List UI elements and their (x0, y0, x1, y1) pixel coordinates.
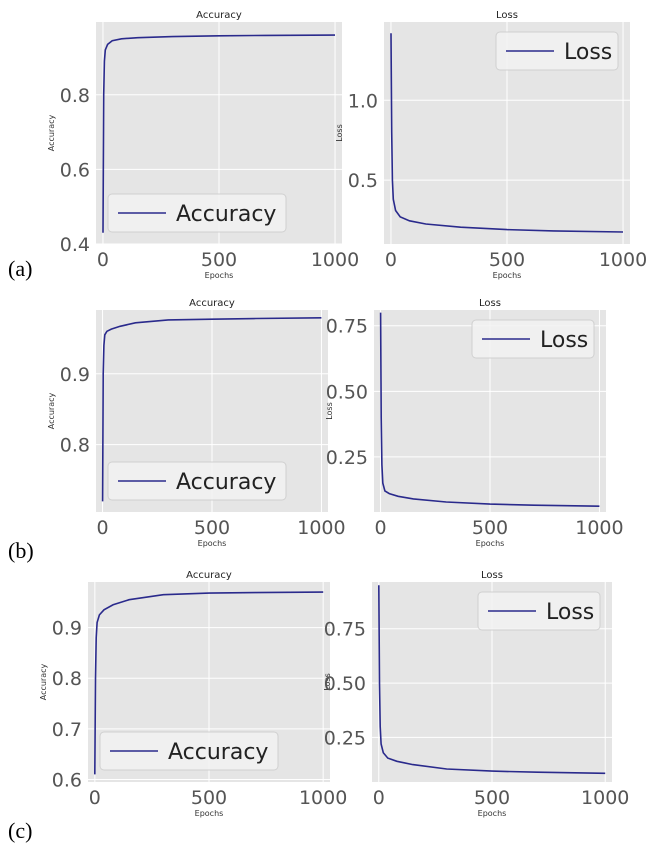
legend-box (107, 193, 287, 233)
y-tick-label: 0.25 (324, 727, 366, 749)
row-label-a: (a) (8, 256, 32, 281)
series-line-loss (379, 312, 600, 507)
chart-panel-4: Loss Epochs Loss 0 500 1000 0.25 0.50 0.75 Loss (325, 298, 624, 548)
legend-label: Accuracy (176, 470, 276, 495)
y-tick-label: 0.25 (326, 447, 368, 469)
y-tick-label: 1.0 (348, 90, 378, 112)
legend-label: Loss (564, 40, 612, 65)
chart-title: Accuracy (189, 298, 235, 309)
x-axis-label: Epochs (195, 809, 224, 818)
y-axis-label: Accuracy (47, 392, 56, 429)
x-tick-label: 0 (385, 249, 397, 271)
x-axis-label: Epochs (205, 271, 234, 280)
x-tick-label: 0 (89, 787, 101, 809)
y-axis-label: Accuracy (39, 663, 48, 700)
x-axis-label: Epochs (198, 539, 227, 548)
y-tick-label: 0.50 (324, 673, 366, 695)
y-axis-label: Loss (325, 402, 334, 420)
x-tick-label: 1000 (599, 249, 646, 271)
x-tick-label: 0 (373, 787, 385, 809)
x-tick-label: 0 (97, 517, 109, 539)
y-tick-label: 0.8 (60, 85, 90, 107)
x-tick-label: 500 (194, 517, 230, 539)
legend-box (471, 319, 595, 359)
series-line-accuracy (94, 591, 324, 775)
y-tick-label: 0.75 (326, 316, 368, 338)
legend-box (99, 731, 279, 771)
y-axis-label: Loss (323, 673, 332, 691)
x-tick-label: 500 (489, 249, 525, 271)
legend-label: Accuracy (168, 740, 268, 765)
y-tick-label: 0.6 (60, 159, 90, 181)
x-tick-label: 0 (97, 249, 109, 271)
row-label-c: (c) (8, 818, 32, 843)
legend-label: Accuracy (176, 202, 276, 227)
chart-title: Loss (496, 10, 518, 21)
legend-label: Loss (546, 600, 594, 625)
y-tick-label: 0.9 (52, 618, 82, 640)
chart-panel-3: Accuracy Epochs Accuracy 0 500 1000 0.8 0.9 Accu… (47, 298, 346, 548)
x-axis-label: Epochs (476, 539, 505, 548)
y-axis-label: Accuracy (47, 114, 56, 151)
x-tick-label: 1000 (297, 517, 345, 539)
x-axis-label: Epochs (478, 809, 507, 818)
y-axis-label: Loss (335, 124, 344, 142)
chart-panel-6: Loss Epochs Loss 0 500 1000 0.25 0.50 0.75 Loss (323, 570, 629, 818)
chart-panel-5: Accuracy Epochs Accuracy 0 500 1000 0.6 0.7 0.8 0… (39, 570, 347, 818)
chart-title: Accuracy (196, 10, 242, 21)
series-line-accuracy (101, 317, 322, 502)
x-tick-label: 500 (201, 249, 237, 271)
legend-box (107, 461, 287, 501)
series-line-accuracy (102, 34, 336, 233)
legend-box (495, 31, 619, 71)
x-tick-label: 1000 (299, 787, 347, 809)
x-tick-label: 500 (474, 787, 510, 809)
y-tick-label: 0.8 (60, 435, 90, 457)
y-tick-label: 0.7 (52, 719, 82, 741)
x-tick-label: 500 (472, 517, 508, 539)
x-tick-label: 1000 (311, 249, 359, 271)
series-line-loss (390, 33, 624, 233)
y-tick-label: 0.5 (348, 170, 378, 192)
series-line-loss (378, 585, 606, 775)
legend-label: Loss (540, 328, 588, 353)
chart-panel-2: Loss Epochs Loss 0 500 1000 0.5 1.0 Loss (335, 10, 646, 280)
x-tick-label: 500 (191, 787, 227, 809)
x-axis-label: Epochs (493, 271, 522, 280)
y-tick-label: 0.50 (326, 381, 368, 403)
y-tick-label: 0.75 (324, 619, 366, 641)
chart-title: Loss (479, 298, 501, 309)
x-tick-label: 1000 (581, 787, 629, 809)
x-tick-label: 0 (375, 517, 387, 539)
y-tick-label: 0.4 (60, 234, 90, 256)
row-label-b: (b) (8, 538, 34, 563)
chart-title: Accuracy (186, 570, 232, 581)
y-tick-label: 0.8 (52, 668, 82, 690)
y-tick-label: 0.6 (52, 769, 82, 791)
chart-title: Loss (481, 570, 503, 581)
legend-box (477, 591, 601, 631)
y-tick-label: 0.9 (60, 364, 90, 386)
x-tick-label: 1000 (575, 517, 623, 539)
